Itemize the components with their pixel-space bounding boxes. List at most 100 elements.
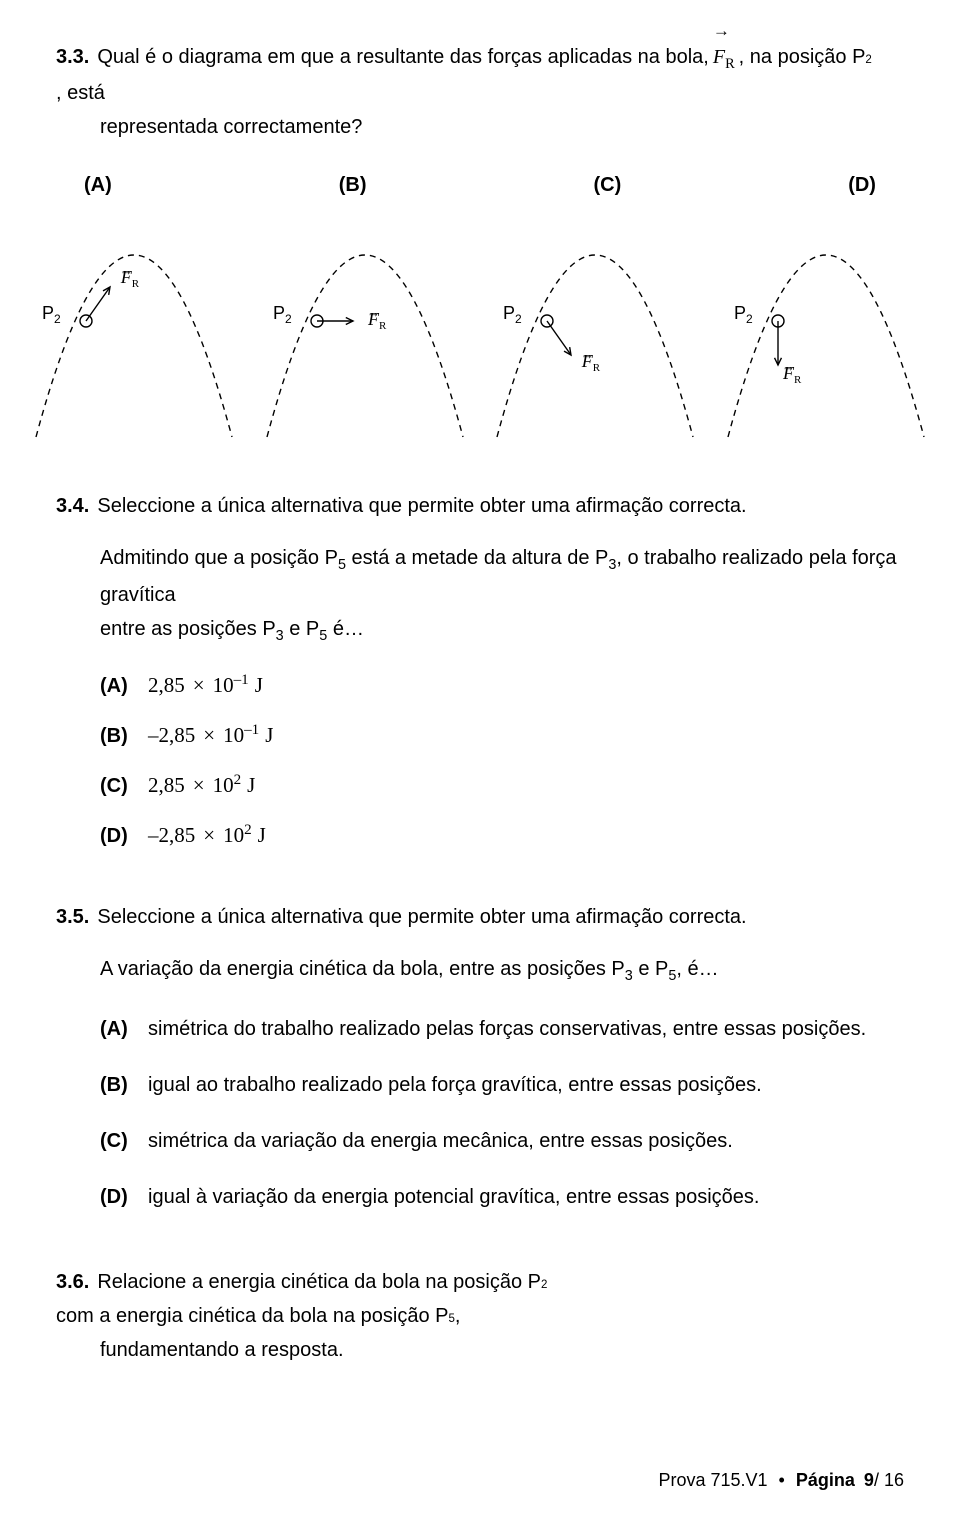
q35-p3-sub: 3: [625, 968, 633, 984]
trajectory-path: [267, 255, 463, 437]
option-value: 2,85×10–1J: [148, 672, 263, 698]
coef: 2,85: [148, 773, 185, 797]
q36-number: 3.6.: [56, 1271, 89, 1294]
q34-para-l2-pre: entre as posições P: [100, 618, 276, 640]
q33-diagram-A: P2 →FR: [26, 211, 242, 441]
q36-line2: fundamentando a resposta.: [100, 1333, 904, 1367]
q34-p5-sub-a: 5: [338, 557, 346, 573]
unit: J: [255, 673, 263, 697]
trajectory-svg: P2 →FR: [487, 211, 703, 441]
q33-diagrams-row: P2→FR P2→FR P2→FR P2→FR: [26, 211, 934, 441]
p2-label: P2: [42, 303, 61, 326]
option-label: (B): [100, 1074, 132, 1097]
fr-label: →FR: [581, 348, 601, 375]
q36-prompt: 3.6. Relacione a energia cinética da bol…: [56, 1265, 904, 1333]
q35-para-pre: A variação da energia cinética da bola, …: [100, 958, 625, 980]
q35-option: (C) simétrica da variação da energia mecâ…: [100, 1125, 904, 1157]
q33-pos-sub: 2: [865, 51, 871, 71]
fr-label: →FR: [782, 359, 802, 386]
option-text: simétrica da variação da energia mecânic…: [148, 1125, 733, 1157]
trajectory-path: [728, 255, 924, 437]
times-icon: ×: [193, 773, 205, 797]
q34-para-l2-mid: e P: [284, 618, 320, 640]
fr-label: →FR: [120, 263, 140, 290]
option-text: simétrica do trabalho realizado pelas fo…: [148, 1013, 866, 1045]
trajectory-svg: P2 →FR: [26, 211, 242, 441]
footer-page-num: 9: [864, 1470, 874, 1490]
q35-para-mid: e P: [633, 958, 669, 980]
exponent: 2: [234, 772, 242, 788]
q33-vec-sub: R: [725, 56, 735, 72]
p2-label: P2: [503, 303, 522, 326]
unit: J: [265, 723, 273, 747]
q33-opt-A: (A): [84, 174, 112, 197]
option-label: (D): [100, 1186, 132, 1209]
question-3-5: 3.5. Seleccione a única alternativa que …: [56, 900, 904, 1212]
q33-text-post: , está: [56, 76, 105, 110]
q33-opt-C: (C): [593, 174, 621, 197]
q33-diagram-C: P2 →FR: [487, 211, 703, 441]
q36-p2-sub: 2: [541, 1276, 547, 1296]
q36-post: ,: [455, 1299, 461, 1333]
q34-option: (B) –2,85×10–1J: [100, 722, 904, 748]
base: 10: [223, 823, 244, 847]
option-label: (D): [100, 825, 132, 848]
q33-vec-letter: F: [713, 46, 725, 68]
exponent: –1: [234, 672, 249, 688]
q35-para-post: , é…: [676, 958, 718, 980]
option-label: (A): [100, 1018, 132, 1041]
q34-options: (A) 2,85×10–1J(B)–2,85×10–1J(C) 2,85×102…: [100, 672, 904, 848]
option-text: igual à variação da energia potencial gr…: [148, 1181, 759, 1213]
option-label: (B): [100, 725, 132, 748]
footer-exam: Prova 715.V1: [658, 1470, 767, 1490]
footer-dot-icon: •: [779, 1470, 785, 1490]
trajectory-svg: P2 →FR: [257, 211, 473, 441]
q33-diagram-D: P2→FR: [718, 211, 934, 441]
question-3-3: 3.3. Qual é o diagrama em que a resultan…: [56, 40, 904, 441]
q36-mid: com a energia cinética da bola na posiçã…: [56, 1299, 448, 1333]
footer-page-total: 16: [884, 1470, 904, 1490]
q34-line1-row: 3.4. Seleccione a única alternativa que …: [56, 489, 904, 523]
q33-diagram-B: P2 →FR: [257, 211, 473, 441]
q33-option-labels: (A) (B) (C) (D): [84, 174, 876, 197]
q35-line1-row: 3.5. Seleccione a única alternativa que …: [56, 900, 904, 934]
q35-option: (D) igual à variação da energia potencial…: [100, 1181, 904, 1213]
option-value: –2,85×102J: [148, 822, 266, 848]
q35-option: (B)igual ao trabalho realizado pela forç…: [100, 1069, 904, 1101]
q34-para-mid1: está a metade da altura de P: [346, 547, 608, 569]
q33-prompt: 3.3. Qual é o diagrama em que a resultan…: [56, 40, 904, 110]
q33-opt-D: (D): [848, 174, 876, 197]
question-3-4: 3.4. Seleccione a única alternativa que …: [56, 489, 904, 848]
unit: J: [258, 823, 266, 847]
q34-option: (A) 2,85×10–1J: [100, 672, 904, 698]
q33-text-mid: , na posição P: [739, 40, 866, 74]
q33-line2: representada correctamente?: [100, 110, 904, 144]
footer-page-word: Página: [796, 1470, 855, 1490]
q35-options: (A) simétrica do trabalho realizado pelas…: [100, 1013, 904, 1213]
option-label: (A): [100, 675, 132, 698]
q34-para-pre: Admitindo que a posição P: [100, 547, 338, 569]
q34-option: (C) 2,85×102J: [100, 772, 904, 798]
p2-label: P2: [273, 303, 292, 326]
q34-line1: Seleccione a única alternativa que permi…: [97, 489, 746, 523]
option-value: –2,85×10–1J: [148, 722, 273, 748]
question-3-6: 3.6. Relacione a energia cinética da bol…: [56, 1265, 904, 1367]
q33-vec-FR: → F R: [713, 40, 735, 76]
q33-text-pre: Qual é o diagrama em que a resultante da…: [97, 40, 708, 74]
force-vector-line: [547, 321, 571, 355]
q35-line1: Seleccione a única alternativa que permi…: [97, 900, 746, 934]
times-icon: ×: [203, 823, 215, 847]
fr-label: →FR: [367, 305, 387, 332]
trajectory-svg: P2→FR: [718, 211, 934, 441]
q35-option: (A) simétrica do trabalho realizado pelas…: [100, 1013, 904, 1045]
option-label: (C): [100, 775, 132, 798]
times-icon: ×: [193, 673, 205, 697]
option-value: 2,85×102J: [148, 772, 255, 798]
q34-p3-sub-b: 3: [276, 628, 284, 644]
exponent: 2: [244, 822, 252, 838]
option-label: (C): [100, 1130, 132, 1153]
unit: J: [247, 773, 255, 797]
times-icon: ×: [203, 723, 215, 747]
q34-option: (D)–2,85×102J: [100, 822, 904, 848]
q34-para-l2-post: é…: [327, 618, 364, 640]
